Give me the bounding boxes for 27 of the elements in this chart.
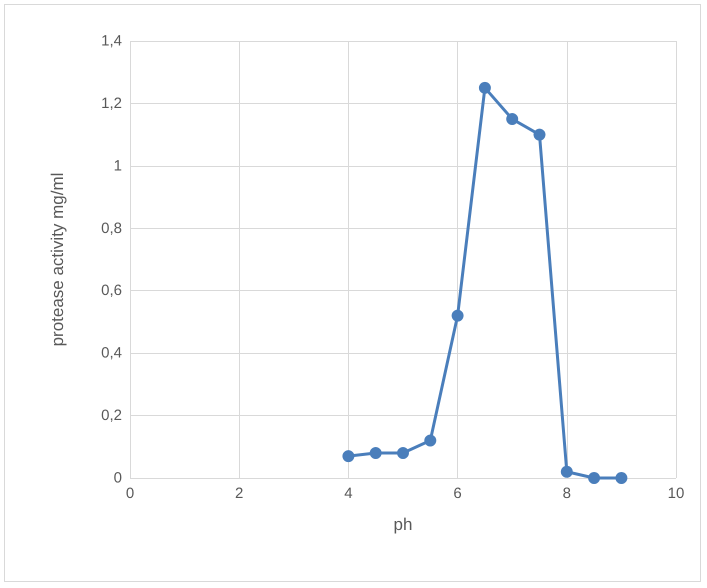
- y-tick-label: 1,4: [101, 32, 122, 50]
- point: [560, 466, 573, 478]
- x-tick-label: 10: [668, 485, 684, 502]
- point: [452, 310, 464, 322]
- x-tick-label: 8: [562, 485, 571, 502]
- y-tick-label: 0: [114, 470, 122, 486]
- x-tick-label: 6: [453, 485, 462, 502]
- y-tick-label: 0,8: [101, 220, 122, 237]
- point: [534, 128, 546, 141]
- point: [615, 472, 628, 484]
- point: [478, 82, 491, 94]
- x-tick-label: 0: [126, 485, 134, 502]
- y-tick-label: 0,2: [101, 407, 122, 424]
- x-tick-label: 4: [344, 485, 353, 502]
- y-tick-label: 1: [114, 157, 122, 174]
- point: [424, 434, 436, 447]
- x-tick-label: 2: [235, 485, 244, 502]
- point: [370, 447, 382, 460]
- point: [588, 472, 600, 484]
- y-axis-title: protease activity mg/ml: [48, 172, 67, 346]
- point: [342, 450, 354, 462]
- y-tick-label: 1,2: [101, 94, 122, 112]
- x-axis-title: ph: [394, 515, 412, 534]
- y-tick-label: 0,4: [101, 344, 122, 362]
- point: [397, 447, 409, 460]
- point: [506, 113, 518, 126]
- y-tick-label: 0,6: [101, 282, 122, 300]
